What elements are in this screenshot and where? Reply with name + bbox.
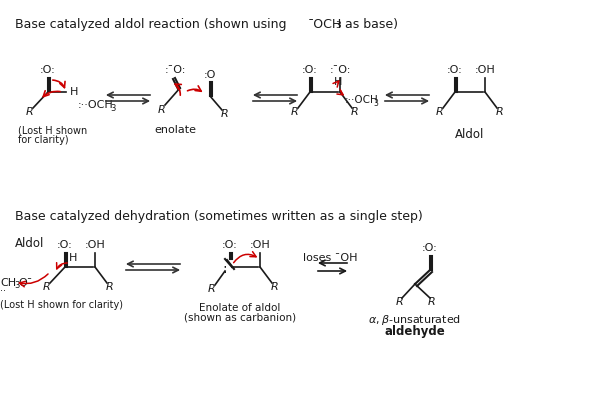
Text: :O:: :O: xyxy=(422,243,438,253)
Text: R: R xyxy=(158,105,166,115)
Text: R: R xyxy=(396,297,404,307)
Text: R: R xyxy=(43,282,51,292)
Text: (shown as carbanion): (shown as carbanion) xyxy=(184,313,296,323)
Text: H: H xyxy=(334,77,342,87)
Text: as base): as base) xyxy=(341,18,398,31)
Text: :O:: :O: xyxy=(57,240,73,250)
Text: R: R xyxy=(496,107,504,117)
Text: aldehyde: aldehyde xyxy=(385,325,445,338)
Text: H: H xyxy=(69,253,77,263)
Text: :OH: :OH xyxy=(475,65,496,75)
Text: loses ¯OH: loses ¯OH xyxy=(303,253,357,263)
Text: R: R xyxy=(271,282,279,292)
Text: 3: 3 xyxy=(335,21,341,30)
Text: 3: 3 xyxy=(14,282,19,290)
Text: R: R xyxy=(221,109,229,119)
Text: Aldol: Aldol xyxy=(455,128,485,141)
Text: CH: CH xyxy=(0,278,16,288)
Text: :··OCH: :··OCH xyxy=(78,100,114,110)
Text: R: R xyxy=(436,107,444,117)
Text: Base catalyzed dehydration (sometimes written as a single step): Base catalyzed dehydration (sometimes wr… xyxy=(15,210,423,223)
Text: ¯OCH: ¯OCH xyxy=(308,18,342,31)
Text: 3: 3 xyxy=(373,98,378,107)
Text: :¯O:: :¯O: xyxy=(164,65,185,75)
Text: :··OCH: :··OCH xyxy=(345,95,379,105)
Text: :OH: :OH xyxy=(85,240,106,250)
Text: R: R xyxy=(428,297,436,307)
Text: :O:: :O: xyxy=(222,240,238,250)
Text: :O: :O xyxy=(204,70,216,80)
Text: R: R xyxy=(26,107,34,117)
Text: 3: 3 xyxy=(110,103,115,113)
Text: $\alpha,\beta$-unsaturated: $\alpha,\beta$-unsaturated xyxy=(368,313,461,327)
Text: :: : xyxy=(223,262,227,276)
Text: :O:: :O: xyxy=(40,65,56,75)
Text: O¯: O¯ xyxy=(18,278,32,288)
Text: R: R xyxy=(106,282,114,292)
Text: :OH: :OH xyxy=(250,240,271,250)
Text: R: R xyxy=(291,107,299,117)
Text: for clarity): for clarity) xyxy=(18,135,68,145)
Text: R: R xyxy=(351,107,359,117)
Text: (Lost H shown for clarity): (Lost H shown for clarity) xyxy=(0,300,123,310)
Text: :¯O:: :¯O: xyxy=(329,65,350,75)
Text: Aldol: Aldol xyxy=(15,237,44,250)
Text: enolate: enolate xyxy=(154,125,196,135)
Text: Enolate of aldol: Enolate of aldol xyxy=(199,303,281,313)
Text: :O:: :O: xyxy=(447,65,463,75)
Text: :O:: :O: xyxy=(302,65,318,75)
Text: ··: ·· xyxy=(0,286,6,296)
Text: (Lost H shown: (Lost H shown xyxy=(18,125,87,135)
Text: H: H xyxy=(70,87,79,97)
Text: R: R xyxy=(208,284,216,294)
Text: Base catalyzed aldol reaction (shown using: Base catalyzed aldol reaction (shown usi… xyxy=(15,18,290,31)
